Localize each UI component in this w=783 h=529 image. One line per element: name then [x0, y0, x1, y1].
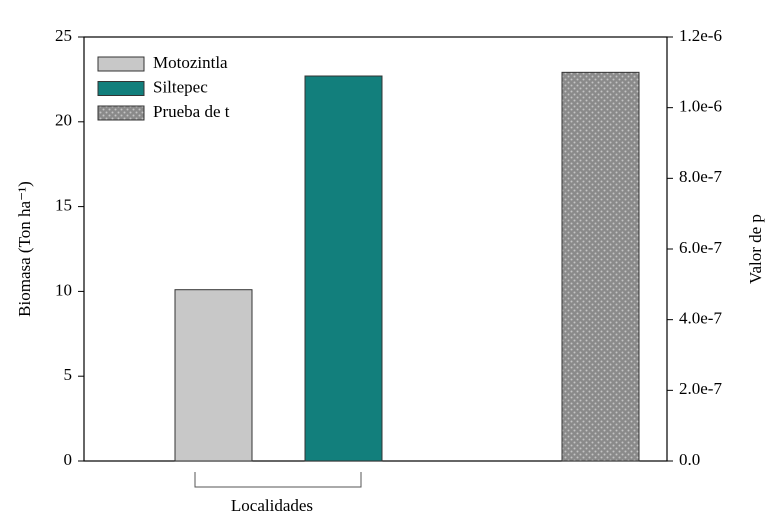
y-tick-label: 25: [55, 26, 72, 45]
legend-swatch: [97, 81, 145, 96]
y-tick-label: 15: [55, 196, 72, 215]
bar: [174, 289, 253, 462]
bar: [561, 71, 640, 462]
y2-tick-label: 4.0e-7: [679, 309, 722, 328]
group-bracket: [194, 472, 362, 488]
y-tick-label: 5: [64, 365, 73, 384]
y-tick-label: 20: [55, 111, 72, 130]
y-tick-label: 10: [55, 280, 72, 299]
y2-tick-label: 2.0e-7: [679, 379, 722, 398]
bar: [304, 75, 383, 462]
y2-tick-label: 8.0e-7: [679, 167, 722, 186]
y2-axis-label: Valor de p: [746, 214, 765, 284]
y2-tick-label: 0.0: [679, 450, 700, 469]
legend-label: Siltepec: [153, 77, 208, 96]
y2-tick-label: 1.0e-6: [679, 97, 722, 116]
legend-swatch: [97, 56, 145, 72]
y2-tick-label: 1.2e-6: [679, 26, 722, 45]
y-tick-label: 0: [64, 450, 73, 469]
legend-label: Motozintla: [153, 53, 228, 72]
y2-tick-label: 6.0e-7: [679, 238, 722, 257]
x-axis-label: Localidades: [231, 496, 313, 515]
legend-swatch: [97, 105, 145, 121]
y-axis-label: Biomasa (Ton ha⁻¹): [15, 181, 34, 317]
legend-label: Prueba de t: [153, 102, 230, 121]
